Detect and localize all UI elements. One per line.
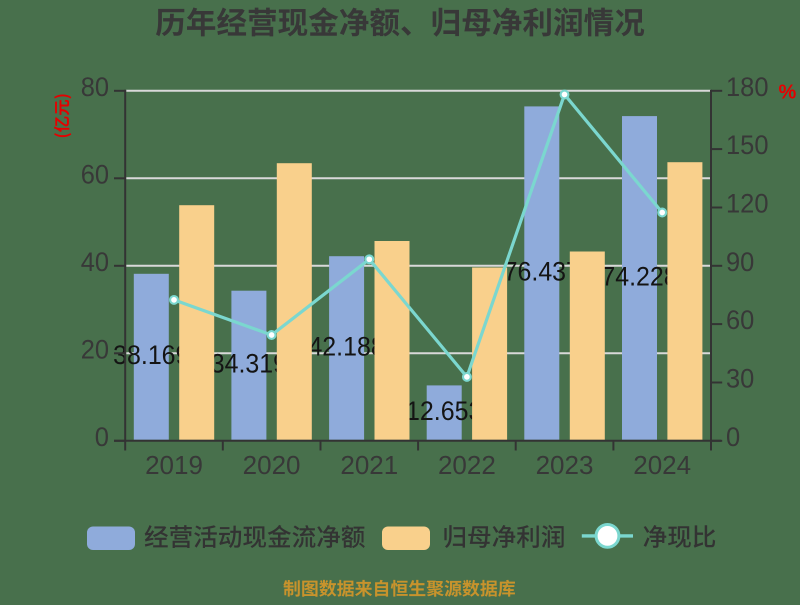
svg-text:80: 80 — [81, 72, 109, 102]
svg-text:20: 20 — [81, 334, 109, 364]
svg-text:%: % — [779, 82, 797, 104]
svg-text:12.653: 12.653 — [406, 396, 482, 426]
svg-text:180: 180 — [726, 72, 769, 102]
svg-text:40: 40 — [81, 247, 109, 277]
svg-text:60: 60 — [726, 305, 754, 335]
svg-text:34.319: 34.319 — [211, 349, 287, 379]
svg-text:2024: 2024 — [633, 450, 691, 480]
svg-text:0: 0 — [95, 422, 109, 452]
svg-text:2019: 2019 — [145, 450, 203, 480]
svg-text:90: 90 — [726, 247, 754, 277]
svg-text:2023: 2023 — [536, 450, 594, 480]
svg-text:150: 150 — [726, 130, 769, 160]
svg-text:76.437: 76.437 — [504, 257, 580, 287]
svg-text:60: 60 — [81, 159, 109, 189]
svg-text:42.188: 42.188 — [308, 331, 384, 361]
svg-text:0: 0 — [726, 422, 740, 452]
svg-text:2020: 2020 — [243, 450, 301, 480]
svg-text:120: 120 — [726, 189, 769, 219]
svg-text:2021: 2021 — [340, 450, 398, 480]
svg-text:2022: 2022 — [438, 450, 496, 480]
svg-text:74.228: 74.228 — [601, 261, 677, 291]
svg-text:30: 30 — [726, 364, 754, 394]
